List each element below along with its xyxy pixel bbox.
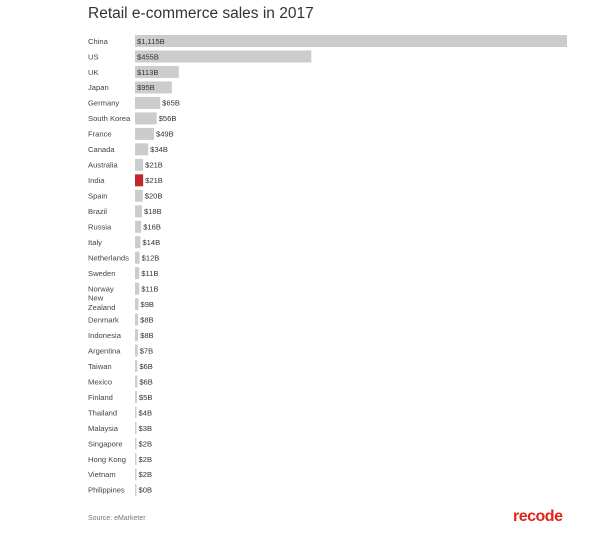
bar-south-korea <box>135 112 157 125</box>
category-label: Argentina <box>88 346 121 355</box>
bar-italy <box>135 236 141 249</box>
bar-argentina <box>135 344 138 357</box>
value-label: $6B <box>139 362 153 371</box>
category-label: Netherlands <box>88 254 129 263</box>
value-label: $2B <box>139 439 153 448</box>
bar-germany <box>135 96 161 109</box>
bar-norway <box>135 282 140 295</box>
value-label: $8B <box>140 315 154 324</box>
category-label: Japan <box>88 83 109 92</box>
category-label: Vietnam <box>88 470 116 479</box>
category-label: Russia <box>88 223 112 232</box>
value-label: $56B <box>159 114 177 123</box>
bar-france <box>135 127 154 140</box>
bar-denmark <box>135 313 139 326</box>
recode-logo: recode <box>513 508 563 525</box>
category-label: Indonesia <box>88 331 122 340</box>
value-label: $3B <box>139 424 153 433</box>
bar-us <box>135 50 312 63</box>
category-label: Philippines <box>88 486 125 495</box>
bar-indonesia <box>135 329 139 342</box>
bar-japan <box>135 81 172 94</box>
value-label: $6B <box>139 377 153 386</box>
bar-spain <box>135 189 143 202</box>
value-label: $14B <box>142 238 160 247</box>
bar-uk <box>135 65 179 78</box>
category-label: Australia <box>88 161 118 170</box>
chart-title: Retail e-commerce sales in 2017 <box>88 5 314 22</box>
category-label: Sweden <box>88 269 115 278</box>
bar-canada <box>135 143 149 156</box>
bar-vietnam <box>135 468 137 481</box>
category-label: Brazil <box>88 207 107 216</box>
bar-mexico <box>135 375 138 388</box>
category-label: Hong Kong <box>88 455 126 464</box>
category-label: India <box>88 176 105 185</box>
bar-hong-kong <box>135 452 137 465</box>
bar-philippines <box>135 483 137 496</box>
category-label: Finland <box>88 393 113 402</box>
value-label: $49B <box>156 130 174 139</box>
category-label: Singapore <box>88 439 123 448</box>
value-label: $95B <box>137 83 155 92</box>
bar-singapore <box>135 437 137 450</box>
category-label: Spain <box>88 192 107 201</box>
category-label: UK <box>88 68 99 77</box>
value-label: $16B <box>143 223 161 232</box>
value-label: $65B <box>162 99 180 108</box>
bar-malaysia <box>135 422 137 434</box>
value-label: $12B <box>142 254 160 263</box>
category-label: Denmark <box>88 315 119 324</box>
value-label: $18B <box>144 207 162 216</box>
value-label: $455B <box>137 52 159 61</box>
category-label: China <box>88 37 109 46</box>
bar-australia <box>135 158 144 171</box>
value-label: $7B <box>140 346 154 355</box>
category-label: Germany <box>88 99 119 108</box>
category-label: US <box>88 52 99 61</box>
value-label: $8B <box>140 331 154 340</box>
value-label: $9B <box>140 300 154 309</box>
value-label: $11B <box>141 284 158 293</box>
value-label: $5B <box>139 393 153 402</box>
value-label: $21B <box>145 176 163 185</box>
category-label: Thailand <box>88 408 117 417</box>
bar-india <box>135 174 144 187</box>
value-label: $2B <box>139 470 153 479</box>
bar-brazil <box>135 205 142 218</box>
value-label: $4B <box>139 408 153 417</box>
value-label: $11B <box>141 269 158 278</box>
category-label: Malaysia <box>88 424 119 433</box>
category-label: New Zealand <box>88 294 115 313</box>
bar-china <box>135 35 567 47</box>
bar-thailand <box>135 406 137 419</box>
value-label: $1,115B <box>137 37 165 46</box>
bar-russia <box>135 220 142 233</box>
bar-taiwan <box>135 360 138 373</box>
bar-new-zealand <box>135 298 139 311</box>
bar-finland <box>135 391 137 404</box>
value-label: $21B <box>145 161 163 170</box>
category-label: South Korea <box>88 114 131 123</box>
category-label: France <box>88 130 112 139</box>
category-label: Norway <box>88 284 114 293</box>
value-label: $0B <box>139 486 153 495</box>
category-label: Canada <box>88 145 115 154</box>
value-label: $113B <box>137 68 158 77</box>
category-label: Taiwan <box>88 362 112 371</box>
value-label: $20B <box>145 192 163 201</box>
bar-sweden <box>135 267 140 280</box>
value-label: $2B <box>139 455 153 464</box>
category-label: Italy <box>88 238 102 247</box>
bar-netherlands <box>135 251 140 264</box>
category-label: Mexico <box>88 377 112 386</box>
value-label: $34B <box>150 145 168 154</box>
source-note: Source: eMarketer <box>88 515 146 522</box>
